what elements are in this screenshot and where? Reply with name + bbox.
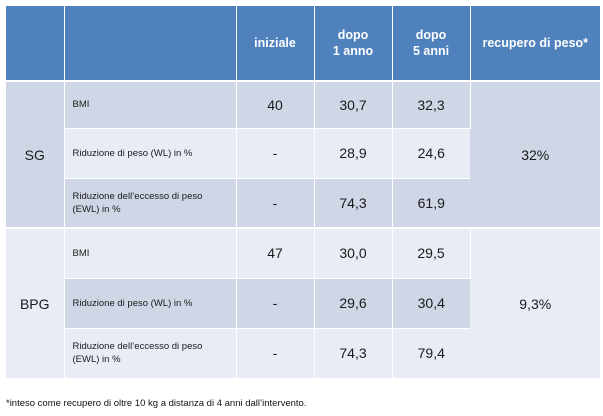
group-label-bpg: BPG [6,227,65,378]
cell-dopo-1: 74,3 [314,327,393,378]
row-label: Riduzione dell’eccesso di peso (EWL) in … [64,327,237,378]
footnote: *inteso come recupero di oltre 10 kg a d… [6,398,307,409]
recupero-bpg: 9,3% [470,227,600,378]
cell-dopo-1: 28,9 [314,127,393,178]
header-iniziale: iniziale [236,6,315,81]
cell-dopo-5: 30,4 [392,277,470,328]
cell-dopo-1: 74,3 [314,177,393,228]
group-label-sg: SG [6,80,65,228]
row-label: Riduzione di peso (WL) in % [64,127,237,178]
header-dopo-5-anni: dopo 5 anni [392,6,471,81]
row-label-line1: Riduzione dell’eccesso di peso [72,341,203,353]
header-blank-group [6,6,65,81]
cell-iniziale: 40 [236,80,315,128]
cell-iniziale: 47 [236,227,315,278]
row-label: BMI [64,227,237,278]
table-row: SG BMI 40 30,7 32,3 32% [6,80,600,228]
cell-dopo-5: 61,9 [392,177,470,228]
table-row: Riduzione dell’eccesso di peso (EWL) in … [6,177,600,228]
table-row: Riduzione di peso (WL) in % - 29,6 30,4 [6,277,600,328]
table-row: Riduzione di peso (WL) in % - 28,9 24,6 [6,127,600,178]
row-label: Riduzione dell’eccesso di peso (EWL) in … [64,177,237,228]
header-recupero: recupero di peso* [470,6,600,81]
header-blank-label [64,6,237,81]
row-label-line2: (EWL) in % [72,203,121,215]
row-label-line1: Riduzione dell’eccesso di peso [72,190,203,202]
results-table-container: iniziale dopo 1 anno dopo 5 anni recuper… [6,6,600,378]
header-dopo-5-line2: 5 anni [412,44,450,58]
cell-iniziale: - [236,177,315,228]
table-row: Riduzione dell’eccesso di peso (EWL) in … [6,327,600,378]
cell-dopo-5: 24,6 [392,127,470,178]
header-dopo-1-line2: 1 anno [332,44,374,58]
cell-dopo-5: 32,3 [392,80,471,128]
cell-iniziale: - [236,127,315,178]
cell-iniziale: - [236,327,315,378]
results-table: iniziale dopo 1 anno dopo 5 anni recuper… [6,6,600,378]
row-label: Riduzione di peso (WL) in % [64,277,237,328]
cell-iniziale: - [236,277,315,328]
header-dopo-1-anno: dopo 1 anno [314,6,393,81]
header-dopo-1-line1: dopo [337,28,369,42]
cell-dopo-1: 29,6 [314,277,393,328]
row-label-line2: (EWL) in % [72,354,121,366]
table-row: BPG BMI 47 30,0 29,5 9,3% [6,227,600,378]
cell-dopo-1: 30,7 [314,80,393,128]
cell-dopo-5: 29,5 [392,227,471,278]
header-dopo-5-line1: dopo [415,28,447,42]
recupero-sg: 32% [470,80,600,228]
cell-dopo-1: 30,0 [314,227,393,278]
row-label: BMI [64,80,237,128]
cell-dopo-5: 79,4 [392,327,470,378]
header-row: iniziale dopo 1 anno dopo 5 anni recuper… [6,6,600,81]
